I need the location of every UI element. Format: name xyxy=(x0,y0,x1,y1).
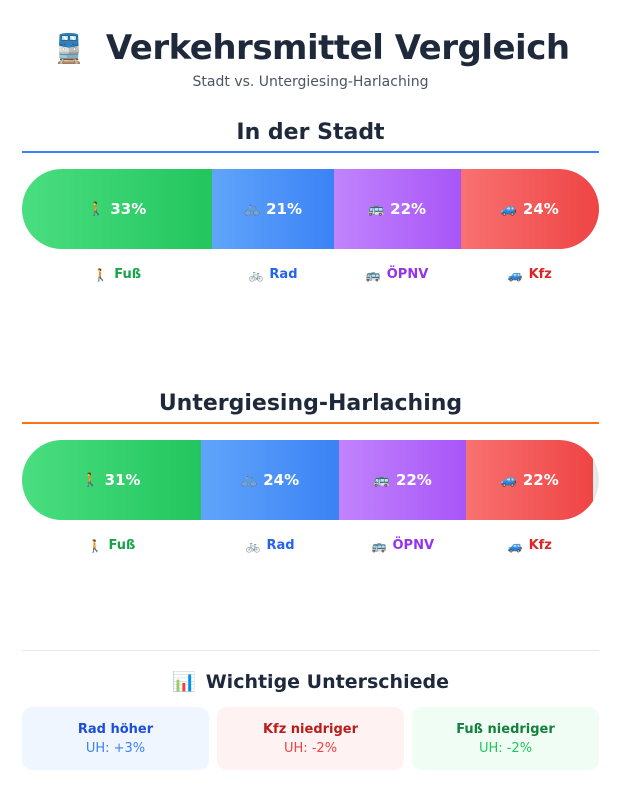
data-label: 24% xyxy=(263,471,300,489)
differences-divider xyxy=(22,650,599,651)
data-label: 22% xyxy=(522,471,559,489)
bus-icon: 🚌 xyxy=(365,267,381,282)
difference-card-kfz: Kfz niedriger UH: -2% xyxy=(217,707,404,770)
differences-title-text: Wichtige Unterschiede xyxy=(205,670,449,693)
bar-segment-kfz: 🚙 24% xyxy=(460,169,599,249)
legend-label: Fuß xyxy=(108,538,136,553)
pedestrian-icon: 🚶 xyxy=(87,538,103,553)
section-divider xyxy=(22,151,599,153)
legend: 🚶 Fuß 🚲 Rad 🚌 ÖPNV 🚙 Kfz xyxy=(22,538,599,553)
bar-segment-fuss: 🚶 31% xyxy=(22,440,201,520)
difference-card-fuss: Fuß niedriger UH: -2% xyxy=(412,707,599,770)
bar-segment-oepnv: 🚌 22% xyxy=(333,169,461,249)
data-label: 22% xyxy=(390,200,427,218)
legend-label: Fuß xyxy=(114,267,142,282)
bar-chart-icon: 📊 xyxy=(172,671,196,693)
car-icon: 🚙 xyxy=(507,538,523,553)
differences-title: 📊 Wichtige Unterschiede xyxy=(0,670,621,694)
legend-label: Rad xyxy=(269,267,298,282)
bicycle-icon: 🚲 xyxy=(248,267,264,282)
card-value: UH: +3% xyxy=(85,740,146,756)
train-icon: 🚆 xyxy=(51,31,86,65)
page-title-text: Verkehrsmittel Vergleich xyxy=(105,28,570,68)
legend-item-kfz: 🚙 Kfz xyxy=(461,267,599,282)
legend: 🚶 Fuß 🚲 Rad 🚌 ÖPNV 🚙 Kfz xyxy=(22,267,599,282)
bar-segment-rad: 🚲 21% xyxy=(212,169,334,249)
bus-icon: 🚌 xyxy=(367,201,385,217)
legend-item-rad: 🚲 Rad xyxy=(201,538,339,553)
card-title: Fuß niedriger xyxy=(456,721,555,737)
data-label: 24% xyxy=(522,200,559,218)
legend-item-fuss: 🚶 Fuß xyxy=(22,267,212,282)
car-icon: 🚙 xyxy=(500,201,517,217)
legend-label: ÖPNV xyxy=(392,538,435,553)
section-title: In der Stadt xyxy=(236,120,385,145)
pedestrian-icon: 🚶 xyxy=(82,472,99,488)
bus-icon: 🚌 xyxy=(373,472,390,488)
card-title: Rad höher xyxy=(77,721,154,737)
legend-item-fuss: 🚶 Fuß xyxy=(22,538,201,553)
bar-segment-kfz: 🚙 22% xyxy=(466,440,594,520)
difference-card-rad: Rad höher UH: +3% xyxy=(22,707,209,770)
card-title: Kfz niedriger xyxy=(262,721,359,737)
legend-item-kfz: 🚙 Kfz xyxy=(466,538,593,553)
bar-segment-fuss: 🚶 33% xyxy=(22,169,213,249)
bicycle-icon: 🚲 xyxy=(241,472,258,488)
legend-label: Kfz xyxy=(528,267,552,282)
page-title: 🚆 Verkehrsmittel Vergleich xyxy=(0,26,621,70)
section-stadt: In der Stadt 🚶 33% 🚲 21% 🚌 22% 🚙 24% 🚶 Fuß 🚲 Rad 🚌 Ö… xyxy=(22,120,599,282)
stacked-bar: 🚶 31% 🚲 24% 🚌 22% 🚙 22% xyxy=(22,440,599,520)
bus-icon: 🚌 xyxy=(371,538,387,553)
legend-item-oepnv: 🚌 ÖPNV xyxy=(334,267,461,282)
differences-cards: Rad höher UH: +3% Kfz niedriger UH: -2% … xyxy=(22,707,599,770)
section-title: Untergiesing-Harlaching xyxy=(158,391,463,416)
data-label: 21% xyxy=(266,200,303,218)
legend-item-rad: 🚲 Rad xyxy=(212,267,333,282)
bicycle-icon: 🚲 xyxy=(243,201,261,217)
pedestrian-icon: 🚶 xyxy=(88,201,105,217)
section-divider xyxy=(22,422,599,424)
card-value: UH: -2% xyxy=(478,740,533,756)
legend-label: Kfz xyxy=(528,538,552,553)
page-subtitle: Stadt vs. Untergiesing-Harlaching xyxy=(192,74,429,90)
card-value: UH: -2% xyxy=(283,740,338,756)
page-header: 🚆 Verkehrsmittel Vergleich Stadt vs. Unt… xyxy=(0,0,621,90)
legend-label: ÖPNV xyxy=(386,267,429,282)
data-label: 33% xyxy=(110,200,147,218)
data-label: 22% xyxy=(395,471,432,489)
data-label: 31% xyxy=(104,471,141,489)
pedestrian-icon: 🚶 xyxy=(93,267,109,282)
bar-segment-oepnv: 🚌 22% xyxy=(339,440,467,520)
car-icon: 🚙 xyxy=(507,267,523,282)
section-untergiesing-harlaching: Untergiesing-Harlaching 🚶 31% 🚲 24% 🚌 22% 🚙 22%… xyxy=(22,391,599,553)
legend-label: Rad xyxy=(266,538,295,553)
legend-item-oepnv: 🚌 ÖPNV xyxy=(339,538,466,553)
bicycle-icon: 🚲 xyxy=(245,538,261,553)
car-icon: 🚙 xyxy=(500,472,517,488)
stacked-bar: 🚶 33% 🚲 21% 🚌 22% 🚙 24% xyxy=(22,169,599,249)
bar-segment-rad: 🚲 24% xyxy=(200,440,340,520)
